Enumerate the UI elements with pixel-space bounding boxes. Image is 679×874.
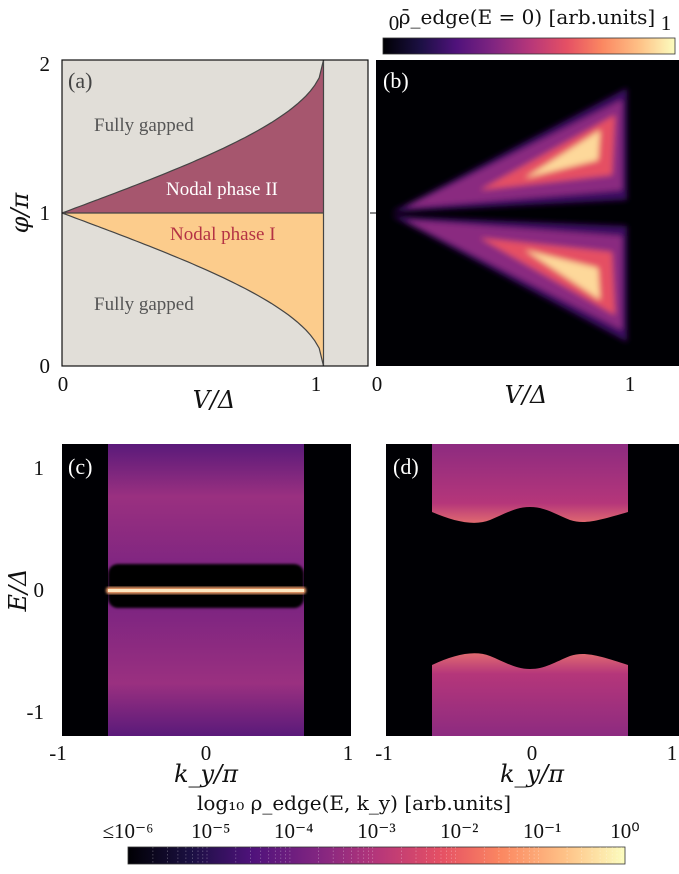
panel-b-background — [376, 60, 679, 366]
bottom-colorbar-tick-label: 10⁻² — [440, 819, 478, 843]
panel-b-lower-lobe-core — [525, 250, 600, 300]
panel-c-label: (c) — [68, 454, 92, 479]
panel-c-gap-region — [108, 564, 304, 608]
bottom-colorbar: log₁₀ ρ_edge(E, k_y) [arb.units] ≤10⁻⁶ 10… — [103, 791, 640, 865]
top-colorbar-gradient — [382, 37, 676, 55]
panel-a-xtick-0: 0 — [58, 372, 69, 396]
panel-c-heatmap: (c) 1 0 -1 -1 0 1 k_y/π E/Δ — [4, 444, 353, 788]
bottom-colorbar-tick-label: 10⁻⁴ — [274, 819, 313, 843]
panel-c-xlabel: k_y/π — [174, 760, 239, 788]
top-colorbar: ρ̄_edge(E = 0) [arb.units] 0 1 — [382, 5, 676, 55]
panel-b-xtick-1: 1 — [625, 372, 636, 396]
panel-c-ytick-m1: -1 — [27, 700, 45, 724]
panel-b-lower-lobe-inner — [480, 238, 615, 315]
panel-d-upper-band — [432, 444, 628, 523]
panel-a-phase-diagram: (a) Fully gapped Nodal phase II Nodal ph… — [6, 52, 369, 414]
panel-a-region-label-gapped-bottom: Fully gapped — [94, 294, 194, 315]
panel-a-region-label-nodal-II: Nodal phase II — [166, 179, 278, 200]
panel-d-xtick-m1: -1 — [375, 741, 393, 765]
panel-a-ytick-0: 0 — [40, 354, 51, 378]
panel-b-label: (b) — [383, 68, 409, 93]
bottom-colorbar-tick-label: 10⁻⁵ — [191, 819, 230, 843]
panel-c-ytick-1: 1 — [34, 456, 45, 480]
panel-a-phase-boundary — [61, 59, 325, 367]
panel-b-xlabel: V/Δ — [505, 381, 548, 409]
panel-d-label: (d) — [393, 454, 419, 479]
panel-c-xtick-m1: -1 — [49, 741, 67, 765]
panel-a-nodal-phase-II-region — [62, 60, 324, 213]
panel-c-ytick-0: 0 — [34, 578, 45, 602]
panel-b-heatmap: (b) 0 1 V/Δ — [370, 60, 679, 409]
panel-c-xtick-1: 1 — [343, 741, 354, 765]
panel-d-heatmap: (d) -1 0 1 k_y/π — [375, 444, 679, 788]
panel-d-xtick-0: 0 — [527, 741, 538, 765]
panel-a-ytick-2: 2 — [40, 52, 51, 76]
panel-d-xtick-1: 1 — [667, 741, 678, 765]
panel-b-xtick-0: 0 — [372, 372, 383, 396]
bottom-colorbar-title: log₁₀ ρ_edge(E, k_y) [arb.units] — [197, 791, 511, 815]
panel-a-region-label-nodal-I: Nodal phase I — [170, 224, 276, 245]
panel-c-ylabel: E/Δ — [4, 569, 32, 613]
panel-b-upper-lobe-inner — [480, 115, 615, 190]
bottom-colorbar-tick-label: 10⁰ — [610, 819, 639, 843]
panel-c-xtick-0: 0 — [201, 741, 212, 765]
bottom-colorbar-gradient — [127, 846, 626, 865]
top-colorbar-min: 0 — [389, 11, 400, 35]
panel-a-region-label-gapped-top: Fully gapped — [94, 115, 194, 136]
panel-d-xlabel: k_y/π — [500, 760, 565, 788]
panel-a-label: (a) — [68, 68, 92, 93]
bottom-colorbar-tick-label: 10⁻¹ — [523, 819, 561, 843]
panel-d-lower-band — [432, 653, 628, 736]
panel-a-ylabel: φ/π — [6, 191, 34, 233]
panel-a-nodal-phase-I-region — [62, 213, 324, 366]
panel-a-ytick-1: 1 — [40, 201, 51, 225]
bottom-colorbar-tick-label: ≤10⁻⁶ — [103, 819, 154, 843]
panel-b-upper-lobe-core — [525, 130, 600, 178]
top-colorbar-title: ρ̄_edge(E = 0) [arb.units] — [399, 5, 656, 29]
panel-a-xlabel: V/Δ — [193, 386, 236, 414]
panel-a-frame — [61, 59, 369, 367]
bottom-colorbar-tick-label: 10⁻³ — [357, 819, 395, 843]
panel-c-zero-energy-edge-band — [108, 589, 304, 592]
panel-b-upper-lobe-mid — [405, 100, 622, 208]
panel-a-xtick-1: 1 — [311, 372, 322, 396]
top-colorbar-max: 1 — [661, 11, 672, 35]
